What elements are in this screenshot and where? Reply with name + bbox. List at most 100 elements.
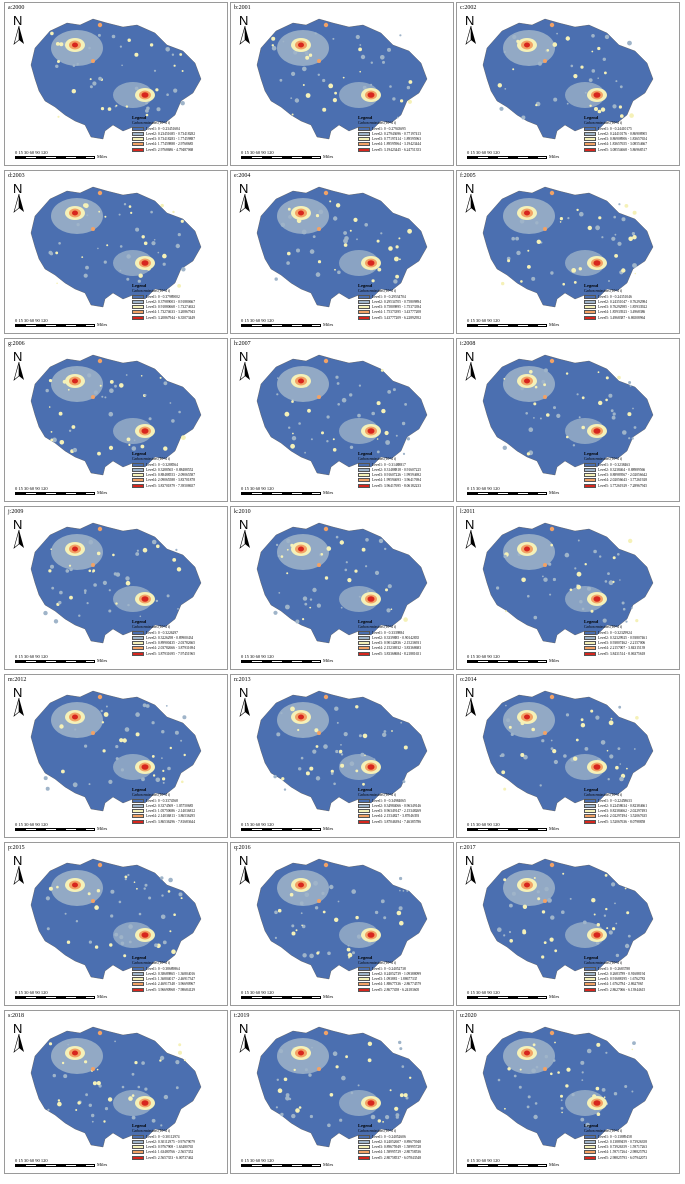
town-dot <box>334 706 339 711</box>
north-letter: N <box>239 181 249 196</box>
town-dot <box>550 915 555 920</box>
town-dot <box>367 1058 372 1063</box>
scale-units: Miles <box>323 994 334 999</box>
map-panel: d:2003 N 0 15 30 60 90 120 Miles Legend Carbo… <box>4 170 228 334</box>
town-dot <box>321 431 324 435</box>
legend-swatch <box>358 630 370 635</box>
town-dot <box>383 916 387 920</box>
level5-zone <box>593 92 601 98</box>
town-dot <box>609 754 614 759</box>
town-dot <box>358 384 361 387</box>
town-dot <box>174 730 179 735</box>
town-dot <box>278 592 281 594</box>
town-dot <box>581 396 585 400</box>
town-dot <box>377 1119 381 1123</box>
level4-zone <box>91 395 95 399</box>
town-dot <box>615 922 618 925</box>
town-dot <box>579 600 583 604</box>
scale-bar: 0 15 30 60 90 120 Miles <box>241 318 341 332</box>
town-dot <box>398 1040 402 1045</box>
town-dot <box>562 872 565 875</box>
panel-label: j:2009 <box>8 509 24 515</box>
town-dot <box>277 377 279 379</box>
town-dot <box>505 704 507 707</box>
town-dot <box>275 1106 278 1109</box>
town-dot <box>101 721 105 724</box>
scale-numbers: 0 15 30 60 90 120 <box>15 654 48 659</box>
legend-subtitle: Carbon emissions (10^4 t) <box>358 121 396 126</box>
town-dot <box>506 256 511 261</box>
town-dot <box>128 1096 133 1101</box>
town-dot <box>499 106 504 111</box>
town-dot <box>317 260 322 264</box>
legend-swatch <box>584 819 596 824</box>
legend-swatch <box>584 987 596 992</box>
town-dot <box>370 61 373 64</box>
town-dot <box>127 603 130 607</box>
town-dot <box>340 744 342 746</box>
north-arrow-icon: N <box>12 685 26 717</box>
north-arrow-shape <box>465 530 476 549</box>
town-dot <box>88 1103 93 1107</box>
town-dot <box>312 235 316 238</box>
map-panel: s:2018 N 0 15 30 60 90 120 Miles Legend Carbo… <box>4 1010 228 1174</box>
legend-level-text: Level2: 0.3339885 - 0.90142835 <box>372 636 420 641</box>
legend-swatch <box>358 478 370 483</box>
legend-row: Level4: 2.09065588 - 3.83701878 <box>132 478 226 483</box>
legend-row: Level4: 1.83657655 - 3.08554667 <box>584 142 678 147</box>
town-dot <box>587 586 591 591</box>
level4-zone <box>91 59 95 63</box>
map-panel: p:2015 N 0 15 30 60 90 120 Miles Legend Carbo… <box>4 842 228 1006</box>
town-dot <box>580 1117 585 1122</box>
town-dot <box>149 43 154 47</box>
town-dot <box>295 929 298 932</box>
town-dot <box>59 42 64 47</box>
legend-swatch <box>584 982 596 987</box>
level4-zone <box>317 59 321 63</box>
town-dot <box>631 437 634 440</box>
town-dot <box>343 732 348 737</box>
north-arrow-icon: N <box>238 349 252 381</box>
town-dot <box>322 910 326 914</box>
legend-row: Level1: 0 - 0.31488817 <box>358 462 452 467</box>
town-dot <box>597 77 599 79</box>
town-dot <box>120 941 125 946</box>
town-dot <box>394 256 399 262</box>
town-dot <box>381 408 386 414</box>
town-dot <box>403 745 408 750</box>
town-dot <box>156 544 160 549</box>
town-dot <box>563 754 567 758</box>
town-dot <box>99 384 102 387</box>
town-dot <box>522 929 526 933</box>
town-dot <box>531 1068 536 1074</box>
legend-swatch <box>584 132 596 137</box>
town-dot <box>287 207 291 211</box>
town-dot <box>537 61 542 66</box>
town-dot <box>618 203 621 206</box>
legend-title: Legend <box>584 787 599 792</box>
legend-title: Legend <box>132 115 147 120</box>
town-dot <box>130 211 133 214</box>
legend-level-text: Level3: 0.86908906 - 1.83657654 <box>598 137 648 142</box>
legend-swatch <box>358 1140 370 1145</box>
north-arrow-icon: N <box>12 349 26 381</box>
legend-swatch <box>132 300 144 305</box>
scale-bar: 0 15 30 60 90 120 Miles <box>241 990 341 1004</box>
town-dot <box>183 753 186 757</box>
town-dot <box>550 739 553 742</box>
legend-row: Level1: 0 - 0.34984065 <box>358 798 452 803</box>
legend-swatch <box>132 478 144 483</box>
level5-zone <box>141 260 149 266</box>
town-dot <box>160 914 166 920</box>
panel-label: i:2008 <box>460 341 476 347</box>
legend-subtitle: Carbon emissions (10^4 t) <box>132 289 170 294</box>
legend-level-text: Level3: 0.73926359 - 1.59717263 <box>598 1145 648 1150</box>
town-dot <box>611 415 616 420</box>
level4-zone <box>543 1067 547 1071</box>
town-dot <box>100 709 103 713</box>
town-dot <box>550 747 554 750</box>
town-dot <box>615 765 619 770</box>
legend-level-text: Level5: 3.52067636 - 8.0798858 <box>598 819 646 824</box>
town-dot <box>612 412 616 416</box>
town-dot <box>162 769 165 772</box>
